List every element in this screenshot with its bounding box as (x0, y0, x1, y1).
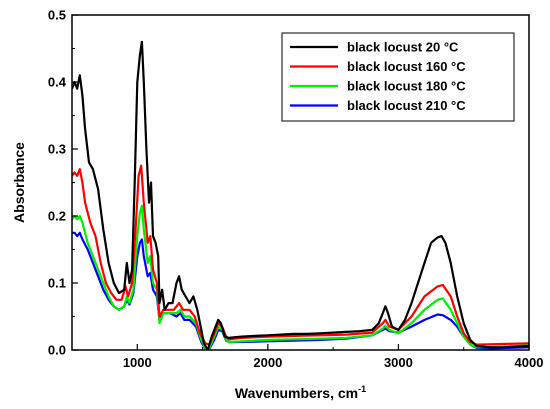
x-tick-label: 3000 (384, 355, 413, 370)
y-tick-label: 0.4 (48, 75, 67, 90)
legend-label-2: black locust 180 °C (347, 79, 466, 94)
y-tick-label: 0.5 (48, 8, 66, 23)
x-tick-label: 4000 (515, 355, 544, 370)
legend: black locust 20 °C black locust 160 °C bla… (281, 32, 515, 122)
y-tick-label: 0.3 (48, 142, 66, 157)
series-line-0 (72, 40, 529, 350)
x-axis-title-superscript: -1 (358, 384, 366, 394)
series-line-2 (72, 204, 529, 350)
y-tick-label: 0.2 (48, 209, 66, 224)
y-tick-label: 0.0 (48, 343, 66, 358)
ticks-layer: 1000 2000 3000 4000 0.0 0.1 0.2 0.3 0.4 0.5 (48, 8, 544, 371)
x-axis-title: Wavenumbers, cm-1 (235, 384, 366, 401)
legend-label-3: black locust 210 °C (347, 98, 466, 113)
x-axis-title-main: Wavenumbers, cm (235, 385, 358, 401)
plot-layer (72, 40, 529, 350)
x-tick-label: 2000 (253, 355, 282, 370)
series-line-1 (72, 164, 529, 346)
y-tick-label: 0.1 (48, 276, 66, 291)
legend-label-1: black locust 160 °C (347, 59, 466, 74)
x-tick-label: 1000 (123, 355, 152, 370)
legend-label-0: black locust 20 °C (347, 40, 459, 55)
y-axis-title: Absorbance (11, 142, 27, 223)
